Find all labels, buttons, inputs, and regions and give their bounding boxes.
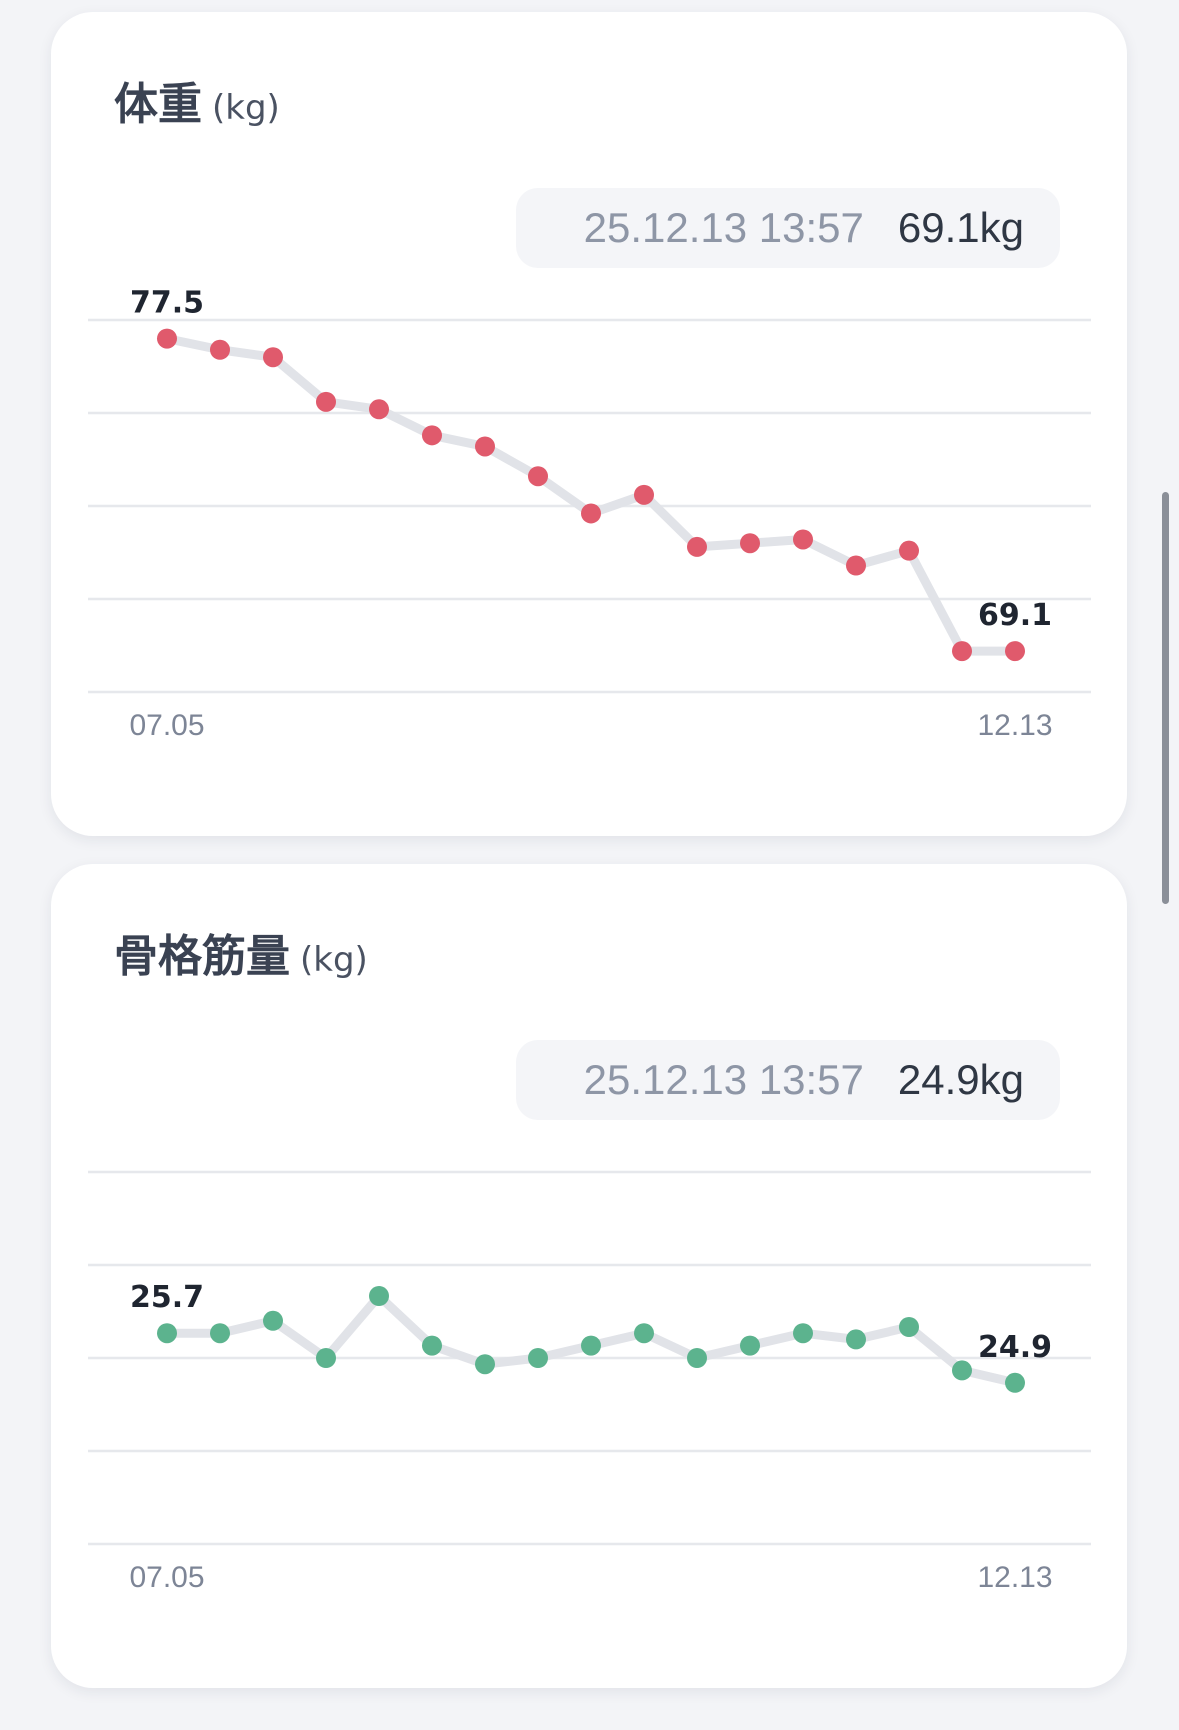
- muscle-data-point: [528, 1348, 548, 1368]
- weight-unit: (kg): [212, 88, 280, 128]
- weight-data-point: [793, 529, 813, 550]
- muscle-data-point: [157, 1323, 177, 1344]
- weight-data-point: [687, 536, 707, 557]
- weight-data-point: [263, 347, 283, 368]
- weight-data-point: [528, 466, 548, 487]
- muscle-latest-value: 24.9kg: [897, 1056, 1024, 1103]
- muscle-data-point: [263, 1310, 283, 1331]
- weight-data-point: [157, 328, 177, 349]
- weight-latest-reading: 25.12.13 13:57 69.1kg: [516, 188, 1060, 268]
- weight-data-point: [1005, 641, 1025, 662]
- muscle-data-point: [210, 1323, 230, 1344]
- weight-data-point: [581, 503, 601, 524]
- weight-series-line: [162, 334, 1020, 656]
- muscle-data-point: [422, 1335, 442, 1356]
- weight-data-point: [899, 540, 919, 561]
- scrollbar[interactable]: [1162, 492, 1169, 904]
- weight-data-point: [846, 555, 866, 576]
- weight-data-point: [740, 533, 760, 554]
- muscle-data-point: [740, 1335, 760, 1356]
- weight-data-point: [369, 399, 389, 420]
- muscle-data-point: [952, 1360, 972, 1381]
- muscle-card[interactable]: 骨格筋量 (kg) 25.12.13 13:57 24.9kg 25.7 24.9 0…: [51, 864, 1127, 1688]
- muscle-data-point: [1005, 1372, 1025, 1393]
- muscle-latest-time: 25.12.13 13:57: [583, 1056, 864, 1103]
- muscle-x-end-label: 12.13: [977, 1561, 1052, 1594]
- muscle-data-point: [316, 1348, 336, 1368]
- weight-data-point: [634, 484, 654, 505]
- muscle-x-start-label: 07.05: [129, 1561, 204, 1594]
- muscle-title: 骨格筋量 (kg): [114, 931, 368, 982]
- muscle-latest-reading: 25.12.13 13:57 24.9kg: [516, 1040, 1060, 1120]
- weight-latest-value: 69.1kg: [897, 204, 1024, 251]
- weight-title: 体重 (kg): [114, 79, 280, 130]
- weight-data-point: [316, 391, 336, 412]
- muscle-data-point: [369, 1286, 389, 1306]
- weight-card[interactable]: 体重 (kg) 25.12.13 13:57 69.1kg 77.5 69.1 07.…: [51, 12, 1127, 836]
- weight-latest-time: 25.12.13 13:57: [583, 204, 864, 251]
- muscle-unit: (kg): [300, 940, 368, 980]
- weight-x-end-label: 12.13: [977, 709, 1052, 742]
- weight-data-point: [210, 339, 230, 360]
- muscle-data-point: [634, 1323, 654, 1344]
- weight-x-start-label: 07.05: [129, 709, 204, 742]
- muscle-data-point: [475, 1354, 495, 1375]
- weight-data-point: [475, 436, 495, 457]
- muscle-data-point: [793, 1323, 813, 1344]
- weight-data-point: [422, 425, 442, 446]
- muscle-last-value-label: 24.9: [978, 1330, 1052, 1365]
- muscle-chart[interactable]: 25.7 24.9 07.05 12.13: [51, 864, 1127, 1688]
- muscle-data-point: [846, 1329, 866, 1350]
- weight-chart[interactable]: 77.5 69.1 07.05 12.13: [51, 12, 1127, 836]
- weight-data-point: [952, 641, 972, 662]
- weight-last-value-label: 69.1: [978, 598, 1052, 633]
- muscle-data-point: [687, 1348, 707, 1368]
- weight-first-value-label: 77.5: [130, 286, 204, 321]
- muscle-first-value-label: 25.7: [130, 1280, 204, 1315]
- muscle-data-point: [899, 1317, 919, 1337]
- muscle-data-point: [581, 1335, 601, 1356]
